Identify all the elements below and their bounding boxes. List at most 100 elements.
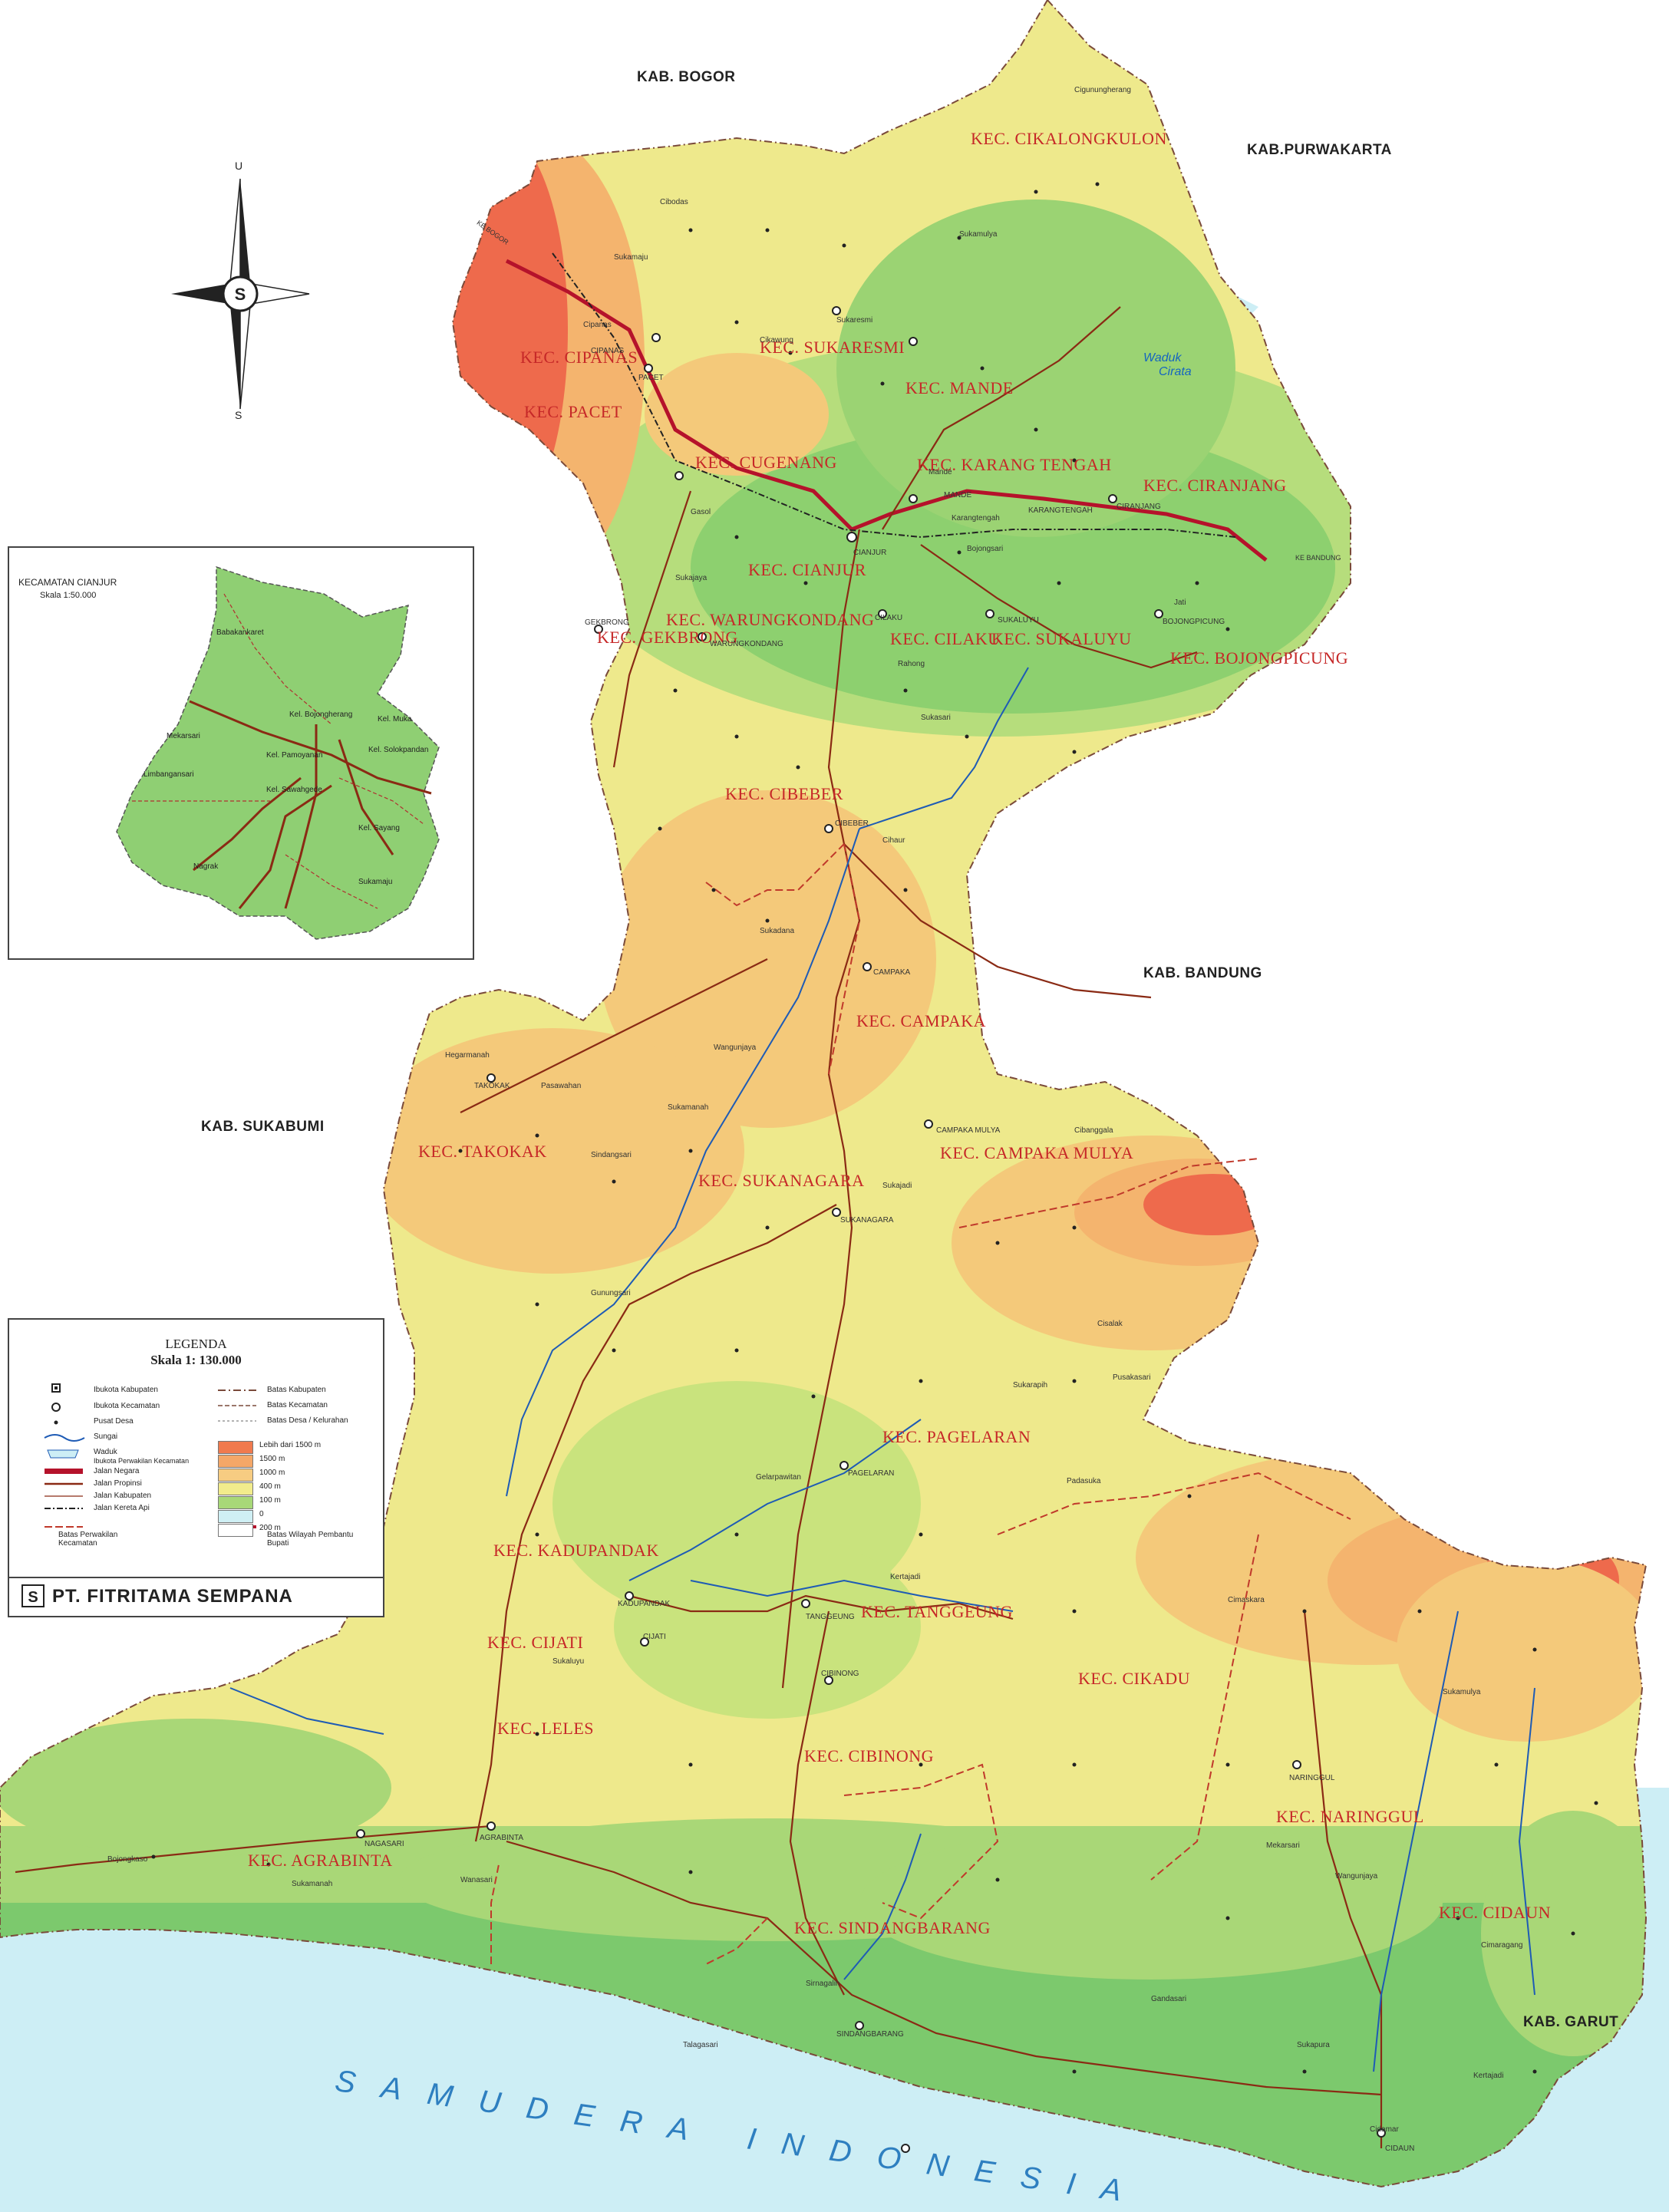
desa-label: AGRABINTA: [480, 1834, 524, 1842]
kec-label: KEC. CIJATI: [487, 1633, 584, 1652]
legend-jalan-negara: Jalan Negara: [94, 1467, 140, 1475]
inset-map-shape: [116, 565, 440, 940]
ibukota-kecamatan-markers: [356, 306, 1386, 2153]
label-ke-bandung: KE BANDUNG: [1295, 554, 1341, 562]
desa-label: Gasol: [691, 508, 711, 516]
kabupaten-boundary: [0, 0, 1648, 2188]
compass-south-label: S: [235, 409, 242, 421]
legend-elevation-label: 1000 m: [259, 1469, 285, 1477]
desa-label: Sukarapih: [1013, 1381, 1048, 1390]
legend-jalan-propinsi: Jalan Propinsi: [94, 1479, 142, 1488]
kec-label: KEC. SUKARESMI: [760, 338, 905, 357]
legend-elevation-swatch: [218, 1510, 253, 1523]
desa-label: Kertajadi: [1473, 2072, 1504, 2080]
desa-label: Sukaresmi: [836, 316, 873, 325]
desa-label: CIRANJANG: [1117, 503, 1161, 511]
legend-elevation-label: 100 m: [259, 1496, 281, 1505]
legend-ibukota-kecamatan: Ibukota Kecamatan: [94, 1402, 160, 1410]
desa-label: CIJATI: [643, 1633, 666, 1641]
desa-label: Gelarpawitan: [756, 1473, 801, 1482]
desa-label: Sukajaya: [675, 574, 708, 582]
inset-label: Nagrak: [193, 862, 219, 871]
legend-batas-kecamatan: Batas Kecamatan: [267, 1401, 328, 1409]
kec-label: KEC. GEKBRONG: [597, 628, 738, 647]
kec-label: KEC. CIDAUN: [1439, 1903, 1552, 1922]
legend-elevation-swatch: [218, 1524, 253, 1537]
desa-label: Bojongsari: [967, 545, 1004, 553]
kec-label: KEC. KARANG TENGAH: [917, 455, 1112, 474]
kec-label: KEC. LELES: [497, 1719, 594, 1738]
kec-label: KEC. CILAKU: [890, 629, 1001, 648]
kec-label: KEC. PACET: [524, 402, 622, 421]
legend-elevation-swatch: [218, 1441, 253, 1454]
desa-label: Cidamar: [1370, 2125, 1399, 2134]
kec-label: KEC. CIBINONG: [804, 1746, 935, 1765]
label-kab-garut: KAB. GARUT: [1523, 2014, 1619, 2030]
desa-label: Sukamanah: [292, 1880, 333, 1888]
inset-label: Kel. Sayang: [358, 824, 400, 832]
desa-label: CAMPAKA: [873, 968, 911, 977]
kec-label: KEC. AGRABINTA: [248, 1851, 393, 1870]
desa-label: CIDAUN: [1385, 2144, 1415, 2153]
desa-label: Rahong: [898, 660, 925, 668]
kec-label: KEC. CIPANAS: [520, 348, 638, 367]
kec-label: KEC. CAMPAKA MULYA: [940, 1143, 1134, 1162]
legend-batas-desa: Batas Desa / Kelurahan: [267, 1416, 348, 1425]
label-kab-purwakarta: KAB.PURWAKARTA: [1247, 142, 1392, 158]
desa-label: Sirnagalih: [806, 1980, 840, 1988]
compass-rose: S U S: [167, 160, 313, 424]
legend-pusat-desa: Pusat Desa: [94, 1417, 134, 1426]
desa-label: WARUNGKONDANG: [710, 640, 783, 648]
publisher-name: PT. FITRITAMA SEMPANA: [52, 1586, 293, 1607]
desa-label: TAKOKAK: [474, 1082, 510, 1090]
kec-label: KEC. SINDANGBARANG: [794, 1918, 991, 1937]
kec-label: KEC. CIKALONGKULON: [971, 129, 1167, 148]
legend-elevation-swatch: [218, 1482, 253, 1495]
desa-label: Sukaluyu: [552, 1657, 585, 1666]
desa-label: KADUPANDAK: [618, 1600, 671, 1608]
desa-label: CIBINONG: [821, 1670, 859, 1678]
desa-label: TANGGEUNG: [806, 1613, 855, 1621]
kec-label: KEC. PAGELARAN: [882, 1427, 1031, 1446]
desa-label: SUKALUYU: [998, 616, 1039, 625]
legend-elevation-label: 200 m: [259, 1524, 281, 1532]
desa-label: MANDE: [944, 491, 972, 499]
jalan-negara: [505, 259, 1268, 562]
legend-waduk: Waduk: [94, 1448, 117, 1456]
desa-label: Mande: [929, 468, 952, 476]
legend-jalan-kereta-api: Jalan Kereta Api: [94, 1504, 150, 1512]
desa-label: Wanasari: [460, 1876, 493, 1884]
desa-label: Cigunungherang: [1074, 86, 1131, 94]
kec-label: KEC. WARUNGKONDANG: [666, 610, 875, 629]
desa-label: CILAKU: [875, 614, 903, 622]
desa-label: Cipanas: [583, 321, 612, 329]
desa-label: Gandasari: [1151, 1995, 1187, 2003]
desa-label: Cikawung: [760, 336, 793, 344]
kec-label: KEC. CIANJUR: [748, 560, 866, 579]
desa-label: KARANGTENGAH: [1028, 506, 1093, 515]
desa-label: Mekarsari: [1266, 1841, 1300, 1850]
desa-label: Sindangsari: [591, 1151, 632, 1159]
legend-batas-kabupaten: Batas Kabupaten: [267, 1386, 326, 1394]
compass-icon: S: [171, 178, 310, 410]
kec-label: KEC. CIBEBER: [725, 784, 843, 803]
kec-label: KEC. CUGENANG: [695, 453, 837, 472]
legend-elevation-swatch: [218, 1455, 253, 1468]
desa-label: Gunungsari: [591, 1289, 631, 1297]
jalan-kereta-api: [552, 252, 1236, 539]
desa-label: PACET: [638, 374, 664, 382]
desa-label: Sukamaju: [614, 253, 648, 262]
legend-elevation-label: Lebih dari 1500 m: [259, 1441, 322, 1449]
publisher-bar: S PT. FITRITAMA SEMPANA: [9, 1577, 383, 1616]
svg-text:S: S: [28, 1589, 38, 1606]
desa-label: GEKBRONG: [585, 618, 629, 627]
legend-ibukota-kabupaten: Ibukota Kabupaten: [94, 1386, 158, 1394]
inset-label: Kel. Pamoyanan: [266, 751, 323, 760]
inset-label: Sukamaju: [358, 878, 393, 886]
kec-label: KEC. MANDE: [905, 378, 1014, 397]
pusat-desa-markers: [151, 182, 1598, 2074]
desa-label: Jati: [1174, 598, 1186, 607]
desa-label: PAGELARAN: [848, 1469, 895, 1478]
desa-label: Hegarmanah: [445, 1051, 490, 1060]
